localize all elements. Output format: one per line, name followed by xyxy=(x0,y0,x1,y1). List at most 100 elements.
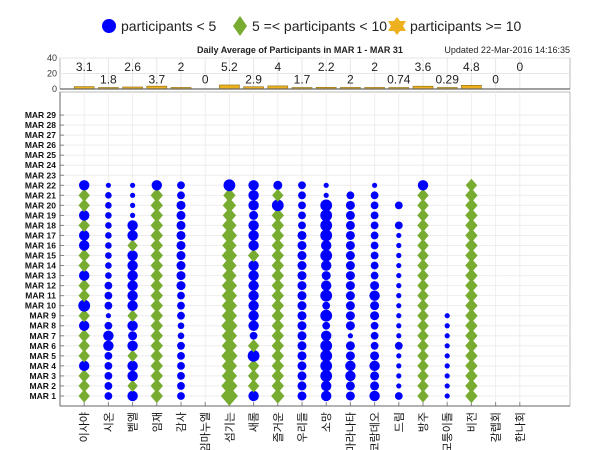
marker-circle xyxy=(127,320,138,331)
marker-circle xyxy=(79,210,90,221)
marker-circle xyxy=(444,333,450,339)
marker-circle xyxy=(444,363,450,369)
marker-diamond xyxy=(417,198,429,212)
marker-diamond xyxy=(271,228,284,243)
ytick-label: MAR 20 xyxy=(25,200,56,210)
marker-circle xyxy=(297,371,307,381)
marker-diamond xyxy=(221,326,237,345)
marker-circle xyxy=(345,311,355,321)
marker-circle xyxy=(297,381,307,391)
marker-diamond xyxy=(465,298,478,313)
marker-diamond xyxy=(78,188,90,202)
marker-circle xyxy=(248,260,259,271)
xtick-label: 임마누엘 xyxy=(199,412,212,450)
marker-circle xyxy=(370,231,379,240)
marker-circle xyxy=(105,262,112,269)
marker-circle xyxy=(321,260,332,271)
marker-circle xyxy=(127,370,138,382)
marker-circle xyxy=(176,230,186,240)
bar-value-label: 0.74 xyxy=(387,73,411,87)
marker-circle xyxy=(396,353,402,359)
ytick-label: MAR 10 xyxy=(25,301,56,311)
xtick-label: 벧엘 xyxy=(127,412,140,432)
marker-circle xyxy=(248,190,259,201)
marker-diamond xyxy=(417,238,429,253)
marker-diamond xyxy=(271,318,284,333)
marker-diamond xyxy=(78,389,90,403)
marker-circle xyxy=(320,359,333,372)
marker-circle xyxy=(396,333,402,339)
xtick-label: 섬기는 xyxy=(223,412,236,442)
ytick-label: MAR 12 xyxy=(25,281,56,291)
marker-circle xyxy=(105,202,112,209)
marker-diamond xyxy=(465,278,478,293)
marker-circle xyxy=(345,341,355,351)
xtick-label: 모퉁이돌 xyxy=(441,412,454,450)
marker-diamond xyxy=(465,288,478,303)
marker-circle xyxy=(320,199,333,212)
marker-diamond xyxy=(417,339,429,353)
marker-diamond xyxy=(221,346,238,366)
marker-diamond xyxy=(465,358,478,374)
marker-diamond xyxy=(417,188,429,202)
marker-circle xyxy=(249,331,258,340)
marker-diamond xyxy=(465,338,478,353)
marker-diamond xyxy=(465,218,478,233)
marker-circle xyxy=(370,221,379,230)
marker-diamond xyxy=(222,257,237,274)
marker-diamond xyxy=(78,329,90,343)
xtick-label: 비전 xyxy=(465,412,478,432)
marker-circle xyxy=(345,351,355,361)
legend-circle-icon xyxy=(102,19,116,33)
marker-circle xyxy=(127,300,138,311)
marker-diamond xyxy=(271,298,284,313)
marker-circle xyxy=(444,393,450,399)
marker-diamond xyxy=(223,188,236,203)
marker-diamond xyxy=(150,278,163,293)
marker-circle xyxy=(370,191,379,200)
ytick-label: MAR 29 xyxy=(25,110,56,120)
marker-diamond xyxy=(221,316,238,336)
marker-diamond xyxy=(221,296,237,315)
marker-diamond xyxy=(271,258,284,273)
marker-diamond xyxy=(271,288,284,303)
bar-value-label: 2 xyxy=(347,73,354,87)
bar-ytick-label: 0 xyxy=(52,84,57,94)
marker-circle xyxy=(369,360,380,372)
marker-diamond xyxy=(150,328,163,343)
marker-diamond xyxy=(78,309,90,323)
bar-value-label: 0 xyxy=(492,73,499,87)
marker-diamond xyxy=(272,188,284,202)
marker-circle xyxy=(248,300,259,311)
marker-circle xyxy=(104,281,113,290)
marker-circle xyxy=(130,182,136,188)
marker-circle xyxy=(444,323,450,329)
marker-circle xyxy=(177,351,185,360)
marker-circle xyxy=(130,212,136,218)
marker-circle xyxy=(345,381,355,391)
marker-circle xyxy=(103,330,114,341)
marker-diamond xyxy=(271,388,285,404)
marker-circle xyxy=(444,353,450,359)
marker-circle xyxy=(298,191,306,200)
marker-circle xyxy=(444,383,450,389)
marker-diamond xyxy=(221,286,237,305)
marker-circle xyxy=(370,371,380,381)
ytick-label: MAR 26 xyxy=(25,140,56,150)
marker-circle xyxy=(248,240,259,251)
marker-circle xyxy=(345,360,356,372)
marker-circle xyxy=(345,281,355,291)
marker-circle xyxy=(248,200,259,211)
marker-diamond xyxy=(465,348,478,363)
marker-circle xyxy=(345,261,355,271)
bar-ytick-label: 40 xyxy=(47,53,57,63)
marker-diamond xyxy=(417,268,429,283)
marker-circle xyxy=(321,380,332,392)
marker-circle xyxy=(297,261,307,271)
marker-diamond xyxy=(78,248,90,263)
marker-circle xyxy=(396,303,402,309)
xtick-label: 우리들 xyxy=(296,412,309,442)
marker-circle xyxy=(104,361,113,370)
marker-circle xyxy=(248,230,259,241)
marker-circle xyxy=(396,323,402,329)
